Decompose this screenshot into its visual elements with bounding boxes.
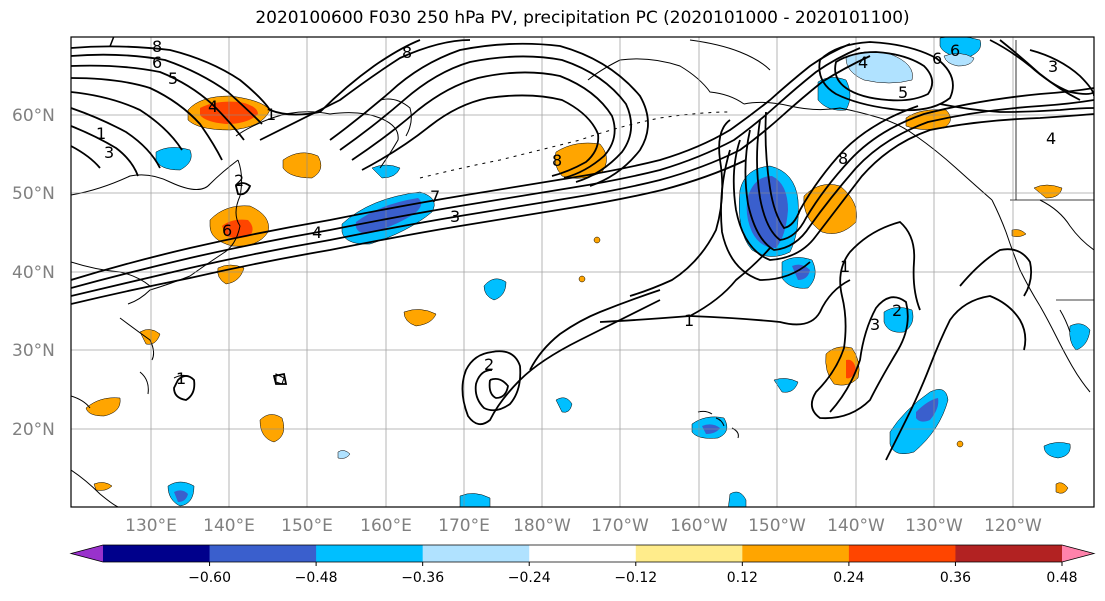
contour-label-8b: 8 [402, 43, 412, 62]
contour-label-2b: 2 [484, 355, 494, 374]
lon-label-180w: 180°W [513, 516, 571, 536]
contour-label-2c: 2 [892, 301, 902, 320]
colorbar-segment [848, 545, 956, 562]
contour-label-4: 4 [208, 97, 218, 116]
map-frame [70, 36, 1095, 508]
contour-label-1b: 1 [266, 105, 276, 124]
lon-label-170e: 170°E [438, 516, 490, 536]
contour-labels: 7 8 6 1 3 4 5 1 2 8 4 6 7 8 4 5 6 3 1 2 … [96, 32, 1058, 388]
contour-label-7: 7 [106, 32, 116, 51]
lon-label-130e: 130°E [125, 516, 177, 536]
colorbar-tick-label: 0.12 [727, 570, 758, 586]
contour-label-3b: 3 [1048, 57, 1058, 76]
lon-label-150w: 150°W [748, 516, 806, 536]
lon-label-140w: 140°W [827, 516, 885, 536]
colorbar-segment [103, 545, 211, 562]
contour-label-4c: 4 [858, 53, 868, 72]
lat-label-20n: 20°N [12, 420, 55, 440]
colorbar-segment [422, 545, 530, 562]
contour-label-5: 5 [168, 69, 178, 88]
longitude-labels: 130°E 140°E 150°E 160°E 170°E 180°W 170°… [125, 516, 1042, 536]
colorbar: −0.60 −0.48 −0.36 −0.24 −0.12 0.12 0.24 0.36 0.4… [69, 544, 1096, 586]
colorbar-segment [529, 545, 637, 562]
lat-label-50n: 50°N [12, 184, 55, 204]
lon-label-120w: 120°W [984, 516, 1042, 536]
lon-label-140e: 140°E [203, 516, 255, 536]
contour-label-3d: 3 [450, 207, 460, 226]
coastlines [71, 39, 1094, 507]
contour-label-1: 1 [96, 124, 106, 143]
colorbar-tick-label: −0.24 [508, 570, 551, 586]
lat-label-60n: 60°N [12, 106, 55, 126]
contour-label-1c: 1 [684, 311, 694, 330]
lon-label-130w: 130°W [905, 516, 963, 536]
colorbar-tick-label: −0.48 [295, 570, 338, 586]
contour-label-6: 6 [152, 53, 162, 72]
lon-label-170w: 170°W [591, 516, 649, 536]
contour-label-6d: 6 [950, 41, 960, 60]
colorbar-outline [69, 544, 1096, 563]
lat-label-40n: 40°N [12, 263, 55, 283]
contour-label-7b: 7 [430, 187, 440, 206]
contour-label-6b: 6 [222, 221, 232, 240]
colorbar-segment [635, 545, 743, 562]
colorbar-tick-label: −0.36 [401, 570, 444, 586]
colorbar-tick-label: −0.60 [188, 570, 231, 586]
contour-label-8: 8 [152, 37, 162, 56]
colorbar-tick-label: 0.36 [940, 570, 971, 586]
lat-label-30n: 30°N [12, 341, 55, 361]
colorbar-extend-high [1062, 545, 1094, 562]
contour-label-8c: 8 [552, 151, 562, 170]
contour-label-4b: 4 [312, 223, 322, 242]
colorbar-tick-label: 0.24 [833, 570, 864, 586]
lon-label-160e: 160°E [360, 516, 412, 536]
colorbar-segment [955, 545, 1063, 562]
colorbar-extend-low [71, 545, 103, 562]
contour-label-5b: 5 [898, 83, 908, 102]
colorbar-segment [209, 545, 317, 562]
contour-label-1d: 1 [840, 257, 850, 276]
contour-label-6c: 6 [932, 49, 942, 68]
latitude-labels: 60°N 50°N 40°N 30°N 20°N [12, 106, 55, 440]
contour-label-2: 2 [234, 171, 244, 190]
map-title: 2020100600 F030 250 hPa PV, precipitatio… [255, 8, 910, 28]
colorbar-tick-label: 0.48 [1046, 570, 1077, 586]
contour-label-3c: 3 [870, 315, 880, 334]
pv-contours [71, 39, 1094, 461]
colorbar-segment [742, 545, 850, 562]
colorbar-tick-label: −0.12 [614, 570, 657, 586]
lon-label-150e: 150°E [281, 516, 333, 536]
lon-label-160w: 160°W [670, 516, 728, 536]
colorbar-segment [316, 545, 424, 562]
contour-label-4d: 4 [1046, 129, 1056, 148]
contour-label-3: 3 [104, 143, 114, 162]
contour-label-1e: 1 [176, 369, 186, 388]
contour-label-8d: 8 [838, 149, 848, 168]
